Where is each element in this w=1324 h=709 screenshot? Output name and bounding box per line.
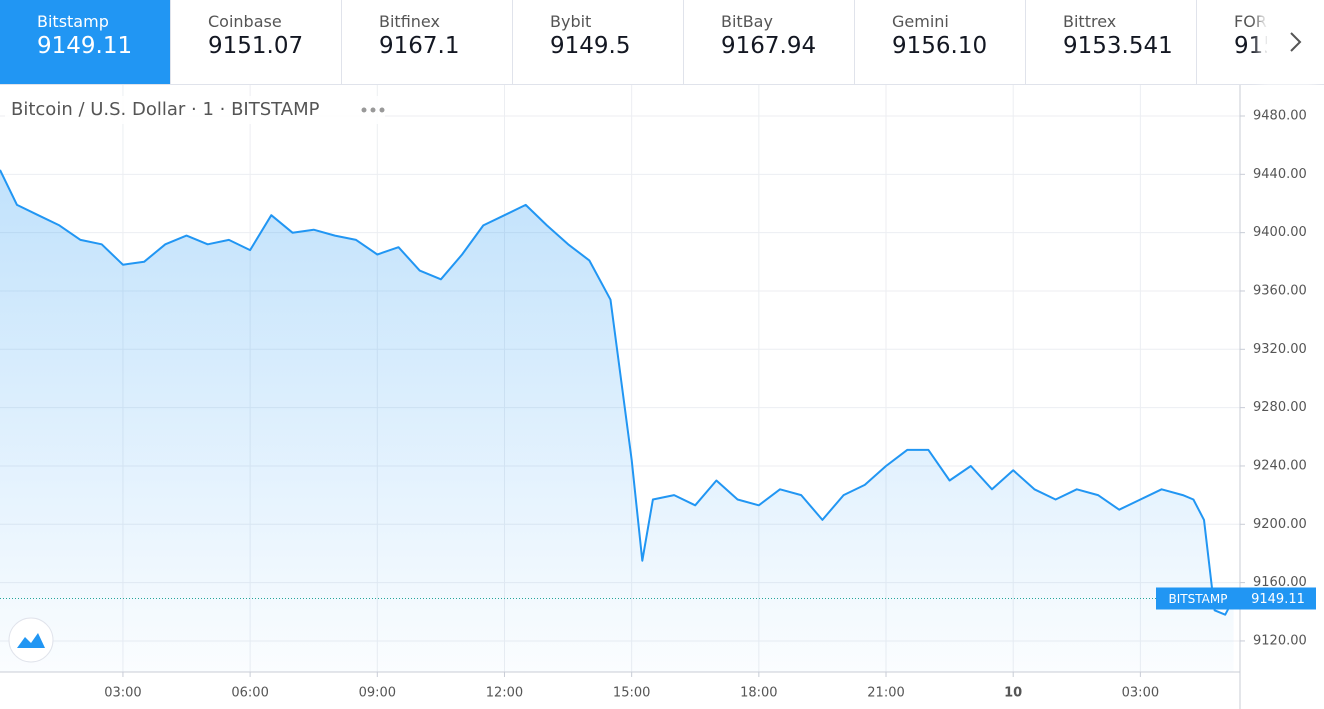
y-tick-label: 9400.00	[1253, 225, 1307, 240]
axes: 9120.00 9160.00 9200.00 9240.00 9280.00 9320.…	[0, 108, 1316, 701]
exchange-price: 9167.94	[721, 33, 817, 59]
exchange-price: 9153.541	[1063, 33, 1173, 59]
x-tick-label: 03:00	[104, 686, 141, 701]
chart-title: Bitcoin / U.S. Dollar · 1 · BITSTAMP	[11, 99, 320, 120]
y-tick-label: 9440.00	[1253, 167, 1307, 182]
title-bg	[5, 96, 385, 124]
price-area	[0, 169, 1234, 672]
x-tick-label: 06:00	[231, 686, 268, 701]
exchange-name: FOREX	[1234, 12, 1267, 31]
scroll-right[interactable]	[1268, 0, 1324, 84]
arrow-icon	[1290, 32, 1302, 52]
exchange-name: BitBay	[721, 12, 773, 31]
exchange-tab[interactable]: Coinbase 9151.07	[171, 0, 342, 84]
exchange-price: 9167.1	[379, 33, 460, 59]
x-tick-label: 10	[1004, 686, 1022, 701]
x-tick-label: 03:00	[1122, 686, 1159, 701]
more-dots	[361, 107, 385, 113]
y-tick-label: 9320.00	[1253, 342, 1307, 357]
y-tick-label: 9360.00	[1253, 283, 1307, 298]
y-tick-label: 9160.00	[1253, 575, 1307, 590]
x-tick-label: 12:00	[486, 686, 523, 701]
y-tick-label: 9200.00	[1253, 517, 1307, 532]
exchange-tag-bg	[1156, 587, 1240, 610]
exchange-price: 9155	[1234, 33, 1267, 59]
exchange-name: Coinbase	[208, 12, 282, 31]
exchange-name: Bybit	[550, 12, 592, 31]
exchange-tabs: Bitstamp 9149.11 Coinbase 9151.07 Bitfinex 91…	[0, 0, 1324, 85]
x-tick-label: 15:00	[613, 686, 650, 701]
x-tick-label: 21:00	[867, 686, 904, 701]
y-tick-label: 9480.00	[1253, 108, 1307, 123]
y-tick-label: 9120.00	[1253, 633, 1307, 648]
last-price-tag: 9149.11	[1251, 592, 1305, 607]
exchange-name: Bitstamp	[37, 12, 109, 31]
exchange-tab[interactable]: Bybit 9149.5	[513, 0, 684, 84]
exchange-price: 9149.5	[550, 33, 631, 59]
plot	[0, 169, 1240, 672]
last-price-tag-bg	[1240, 587, 1316, 610]
y-tick-label: 9280.00	[1253, 400, 1307, 415]
x-tick-label: 09:00	[359, 686, 396, 701]
exchange-tab[interactable]: Bitfinex 9167.1	[342, 0, 513, 84]
exchange-tab[interactable]: FOREX 9155	[1197, 0, 1267, 84]
exchange-tag: BITSTAMP	[1169, 592, 1228, 606]
exchange-tab[interactable]: Gemini 9156.10	[855, 0, 1026, 84]
exchange-name: Bitfinex	[379, 12, 440, 31]
x-tick-label: 18:00	[740, 686, 777, 701]
exchange-price: 9149.11	[37, 33, 133, 59]
logo[interactable]	[8, 617, 54, 663]
exchange-price: 9156.10	[892, 33, 988, 59]
exchange-name: Gemini	[892, 12, 949, 31]
price-line	[0, 169, 1235, 616]
exchange-tab[interactable]: Bitstamp 9149.11	[0, 0, 171, 84]
exchange-tab[interactable]: Bittrex 9153.541	[1026, 0, 1197, 84]
exchange-tab[interactable]: BitBay 9167.94	[684, 0, 855, 84]
exchange-name: Bittrex	[1063, 12, 1117, 31]
y-tick-label: 9240.00	[1253, 458, 1307, 473]
exchange-price: 9151.07	[208, 33, 304, 59]
